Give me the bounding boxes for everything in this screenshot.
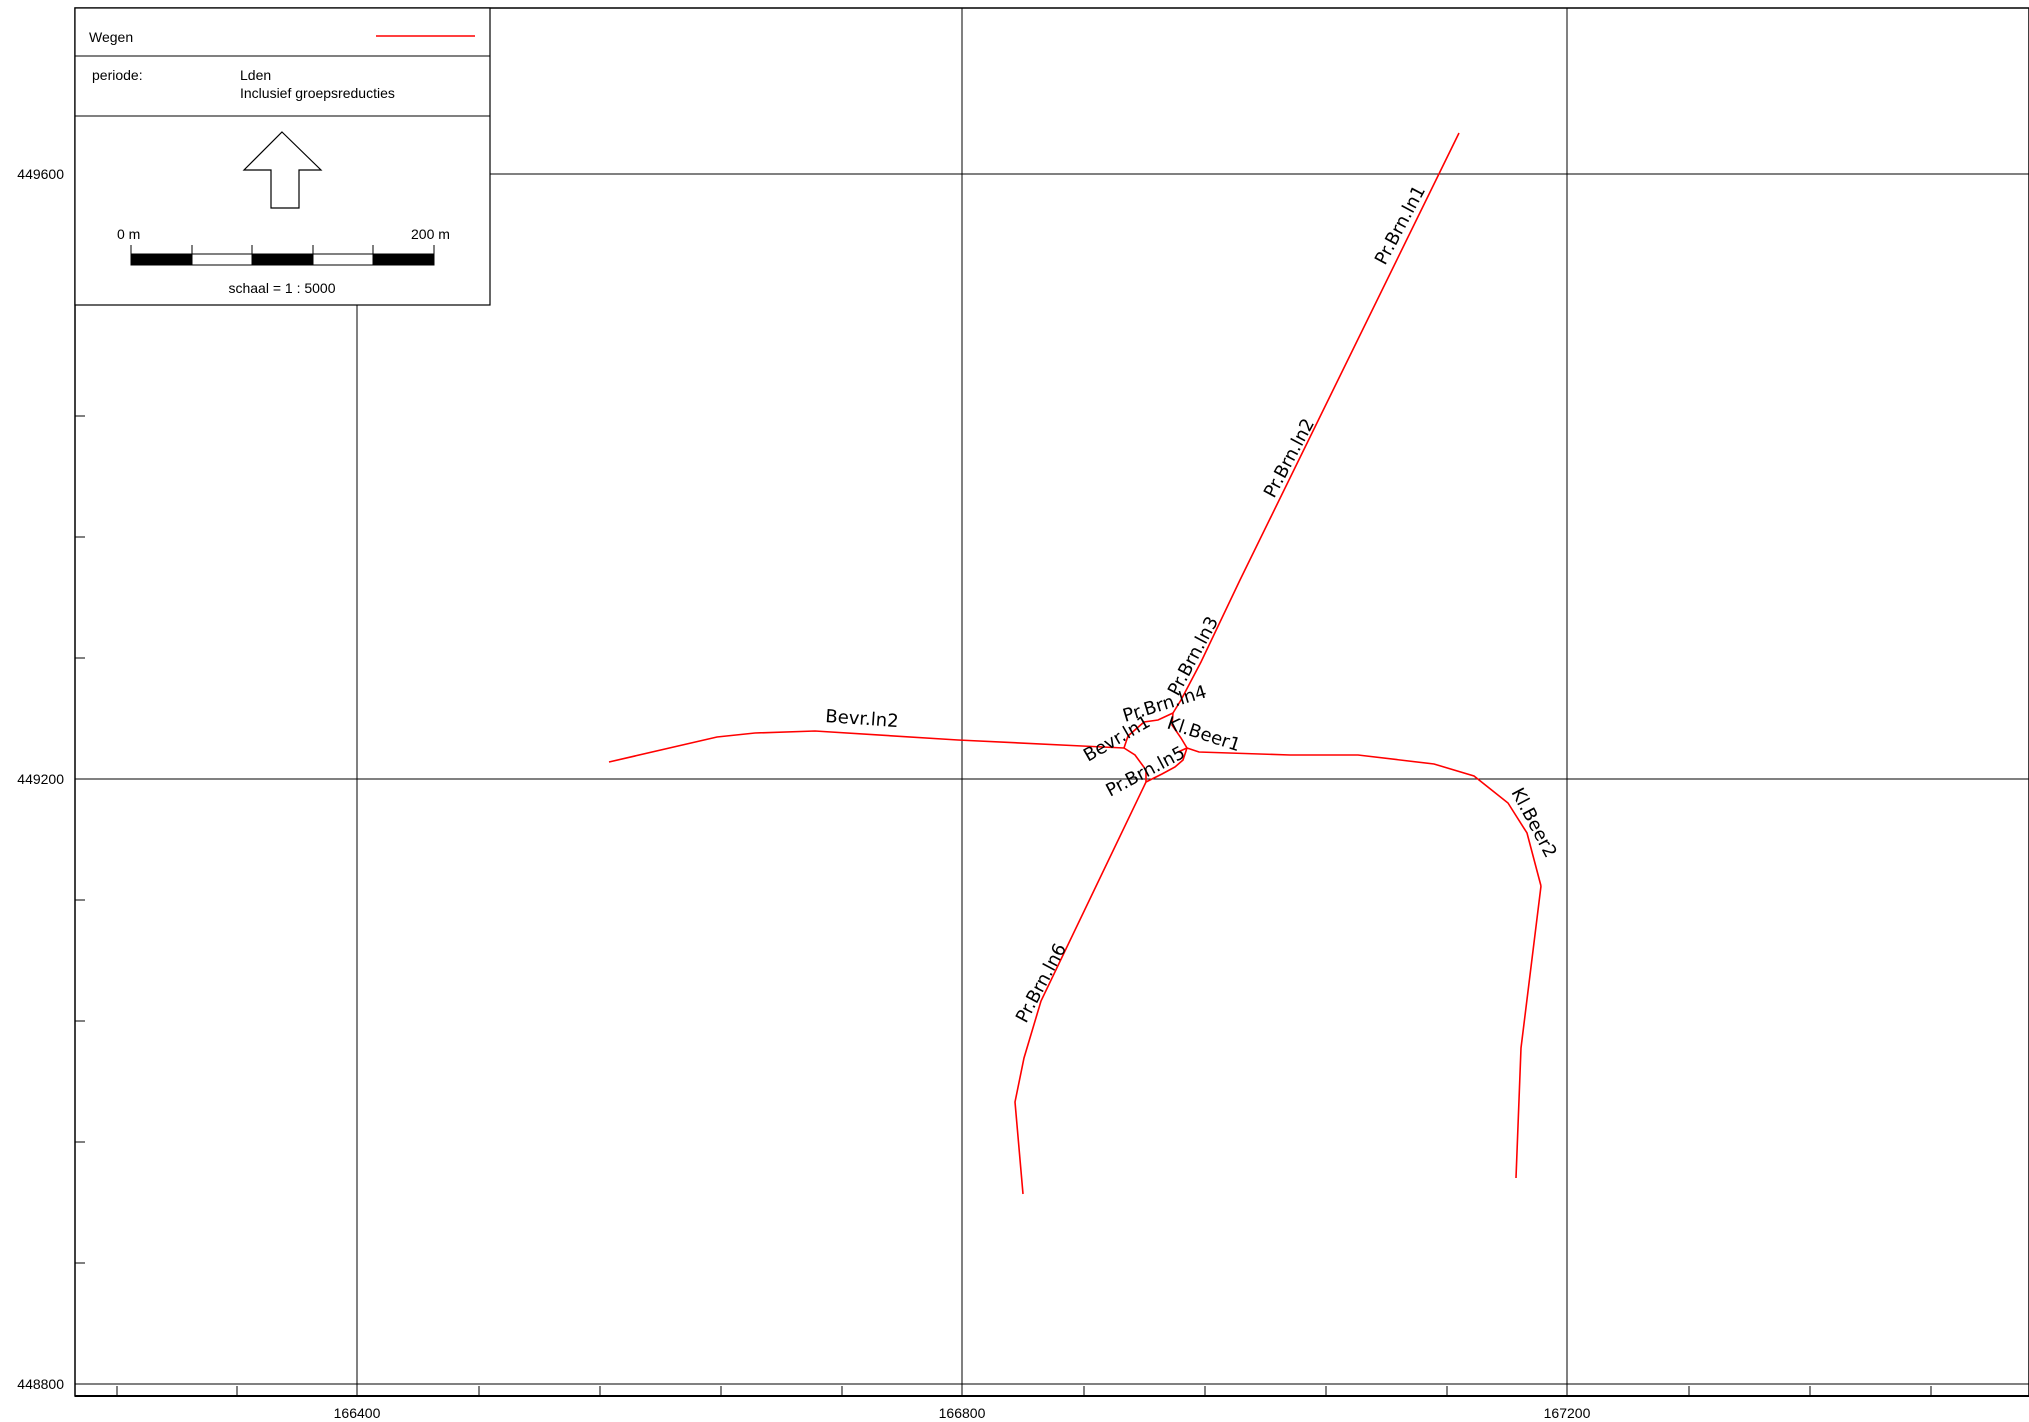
roads: [608, 132, 1542, 1195]
road-pr-brn-ln6: [1014, 781, 1147, 1195]
north-arrow-icon: [242, 131, 323, 209]
scalebar: [130, 245, 435, 266]
road-label-kl-beer2: Kl.Beer2: [1507, 784, 1561, 861]
x-tick-label: 166400: [334, 1405, 381, 1421]
road-label-pr-brn-ln6: Pr.Brn.ln6: [1012, 940, 1071, 1026]
road-pr-brn-ln4: [1123, 712, 1174, 749]
x-tick-label: 167200: [1544, 1405, 1591, 1421]
legend-layer-label: Wegen: [89, 29, 133, 45]
y-tick-label: 449200: [17, 771, 64, 787]
road-label-bevr-ln1: Bevr.ln1: [1080, 711, 1154, 766]
road-kl-beer2: [1515, 885, 1542, 1179]
legend-periode-note: Inclusief groepsreducties: [240, 85, 395, 101]
road-kl-beer1-link: [1177, 747, 1188, 753]
road-bevr-ln1: [1123, 747, 1147, 782]
y-tick-label: 448800: [17, 1376, 64, 1392]
y-minor-ticks: [75, 415, 85, 1264]
road-pr-brn-ln1-ln2: [1172, 132, 1460, 714]
road-pr-brn-ln3: [1171, 712, 1188, 749]
road-kl-beer1: [1186, 747, 1542, 887]
y-tick-label: 449600: [17, 166, 64, 182]
legend-periode-label: periode:: [92, 67, 143, 83]
legend-periode-value: Lden: [240, 67, 271, 83]
legend: Wegen periode: Lden Inclusief groepsredu…: [74, 7, 491, 306]
road-label-pr-brn-ln2: Pr.Brn.ln2: [1260, 415, 1319, 501]
road-bevr-ln2: [608, 730, 1125, 763]
road-label-pr-brn-ln1: Pr.Brn.ln1: [1371, 182, 1430, 268]
scale-text: schaal = 1 : 5000: [228, 280, 335, 296]
scalebar-start-label: 0 m: [117, 226, 140, 242]
road-pr-brn-ln5: [1145, 747, 1188, 783]
scalebar-end-label: 200 m: [411, 226, 450, 242]
x-minor-ticks: [116, 1386, 1932, 1396]
road-label-bevr-ln2: Bevr.ln2: [825, 706, 900, 732]
x-tick-label: 166800: [939, 1405, 986, 1421]
